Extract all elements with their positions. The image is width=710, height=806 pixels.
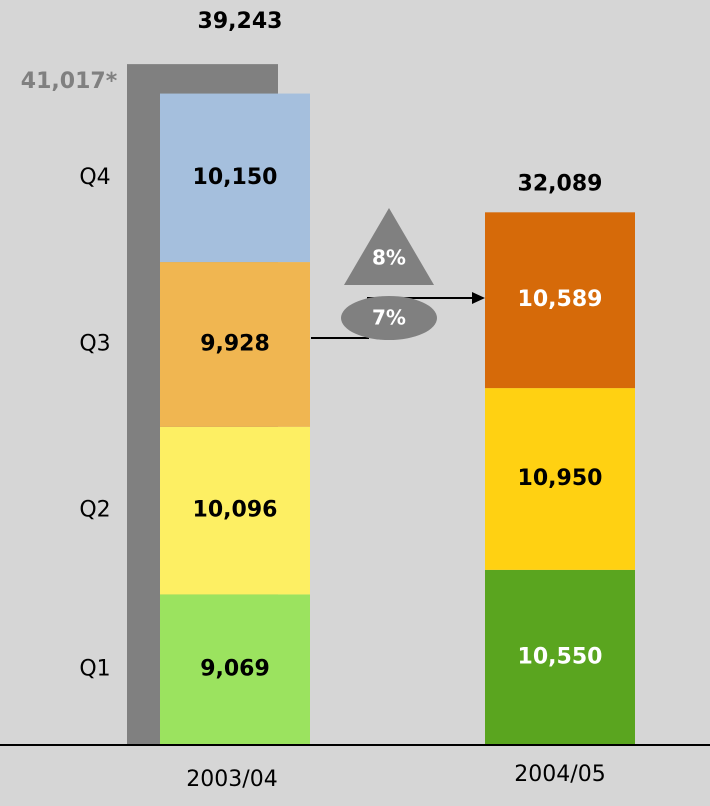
growth-ellipse-label: 7% bbox=[372, 306, 406, 330]
growth-ellipse bbox=[341, 296, 437, 340]
quarter-label-q2: Q2 bbox=[79, 498, 110, 523]
bar-2003-04-q4 bbox=[160, 93, 310, 263]
total-label-2004-05: 32,089 bbox=[518, 171, 603, 196]
bar-2003-04-q1 bbox=[160, 594, 310, 745]
category-label-2004-05: 2004/05 bbox=[514, 762, 605, 787]
bar-2004-05-q1 bbox=[485, 569, 635, 745]
value-label-2004-05-q2: 10,950 bbox=[518, 466, 603, 491]
quarter-label-q1: Q1 bbox=[79, 657, 110, 682]
bar-2004-05-q3 bbox=[485, 212, 635, 389]
value-label-2004-05-q1: 10,550 bbox=[518, 644, 603, 669]
value-label-2003-04-q2: 10,096 bbox=[193, 498, 278, 523]
total-label-2003-04: 39,243 bbox=[198, 9, 283, 34]
quarter-label-q4: Q4 bbox=[79, 165, 110, 190]
growth-arrow-head bbox=[472, 292, 485, 304]
bar-2003-04-q3 bbox=[160, 262, 310, 427]
growth-triangle-label: 8% bbox=[372, 246, 406, 270]
value-label-2003-04-q1: 9,069 bbox=[200, 657, 270, 682]
bar-2004-05-q2 bbox=[485, 388, 635, 570]
quarter-label-q3: Q3 bbox=[79, 331, 110, 356]
reference-bar-label: 41,017* bbox=[21, 69, 118, 94]
bar-2003-04-q2 bbox=[160, 426, 310, 595]
growth-triangle bbox=[344, 208, 434, 285]
value-label-2004-05-q3: 10,589 bbox=[518, 287, 603, 312]
value-label-2003-04-q3: 9,928 bbox=[200, 331, 270, 356]
value-label-2003-04-q4: 10,150 bbox=[193, 165, 278, 190]
category-label-2003-04: 2003/04 bbox=[186, 767, 277, 792]
